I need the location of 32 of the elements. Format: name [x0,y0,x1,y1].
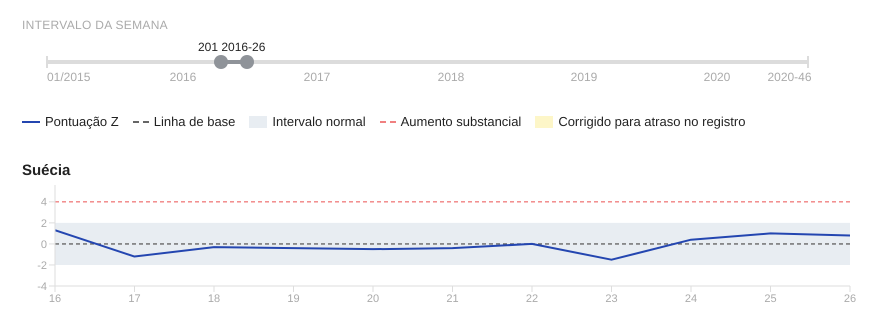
legend-label: Pontuação Z [45,114,119,129]
y-tick-label: -4 [37,280,47,293]
x-tick-label: 23 [605,292,618,305]
legend-label: Linha de base [154,114,236,129]
text: 2017 [304,70,330,84]
x-tick-label: 16 [48,292,62,305]
text: 2020-46 [767,70,812,84]
text: INTERVALO DA SEMANA [22,18,168,32]
y-tick-label: 0 [40,238,47,251]
legend-label: Intervalo normal [272,114,366,129]
x-tick-label: 18 [208,292,220,305]
text: 201 2016-26 [198,40,266,54]
x-tick-label: 24 [684,292,698,305]
x-tick-label: 21 [446,292,459,305]
x-tick-label: 20 [366,292,380,305]
text: 2020 [704,70,730,84]
text: 2016 [170,70,196,84]
text: 2019 [570,70,598,84]
x-tick-label: 25 [764,292,777,305]
legend-label: Aumento substancial [400,114,522,129]
text: 2018 [438,70,464,84]
legend-label: Corrigido para atraso no registro [558,114,746,129]
line-series [55,229,850,261]
text: 01/2015 [47,70,90,84]
x-tick-label: 17 [128,292,141,305]
x-tick-label: 22 [526,292,538,305]
x-tick-label: 26 [844,292,856,305]
y-tick-label: 2 [40,218,47,230]
chart-title: Suécia [22,162,70,179]
x-tick-label: 19 [287,292,300,305]
y-tick-label: -2 [37,260,47,272]
y-tick-label: 4 [40,196,47,209]
